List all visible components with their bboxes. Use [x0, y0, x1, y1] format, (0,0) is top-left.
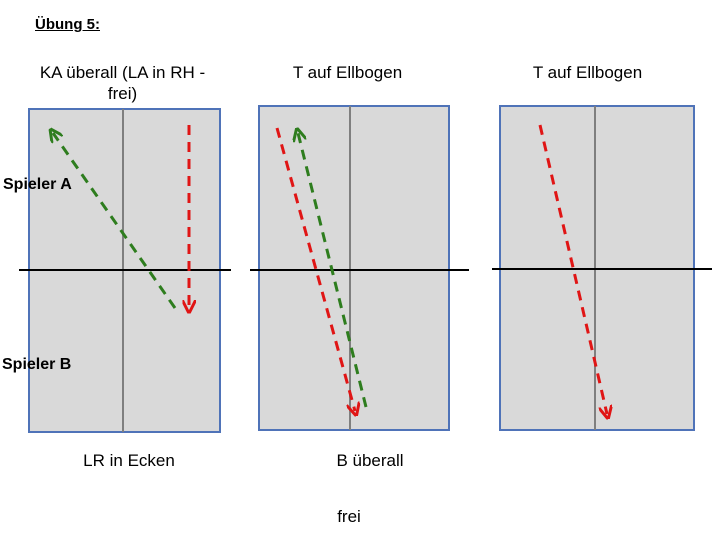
table-3-red-arrow: [538, 124, 607, 414]
table-2-surface: [258, 105, 450, 431]
column-2-label-line-1: T auf Ellbogen: [292, 63, 403, 82]
column-1-label-line-2: frei): [107, 84, 138, 103]
column-3-label-line-1: T auf Ellbogen: [532, 63, 643, 82]
column-1-label: KA überall (LA in RH - frei): [15, 62, 230, 104]
table-2: [250, 105, 469, 431]
column-3-label: T auf Ellbogen: [495, 62, 680, 83]
column-2-label: T auf Ellbogen: [255, 62, 440, 83]
table-2-red-arrow: [275, 127, 355, 411]
table-1: [19, 108, 231, 433]
bottom-label-middle: B überall: [336, 451, 404, 470]
table-1-green-arrow: [53, 133, 177, 309]
player-a-label: Spieler A: [3, 176, 72, 193]
exercise-title: Übung 5:: [35, 16, 100, 33]
table-2-green-arrow: [298, 133, 368, 408]
column-1-label-line-1: KA überall (LA in RH -: [39, 63, 206, 82]
free-label: frei: [337, 507, 361, 526]
table-3: [492, 105, 712, 431]
player-b-label: Spieler B: [2, 356, 72, 373]
bottom-label-left: LR in Ecken: [83, 451, 175, 470]
